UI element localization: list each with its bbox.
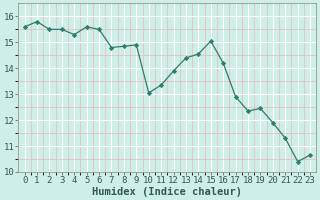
X-axis label: Humidex (Indice chaleur): Humidex (Indice chaleur) xyxy=(92,186,242,197)
